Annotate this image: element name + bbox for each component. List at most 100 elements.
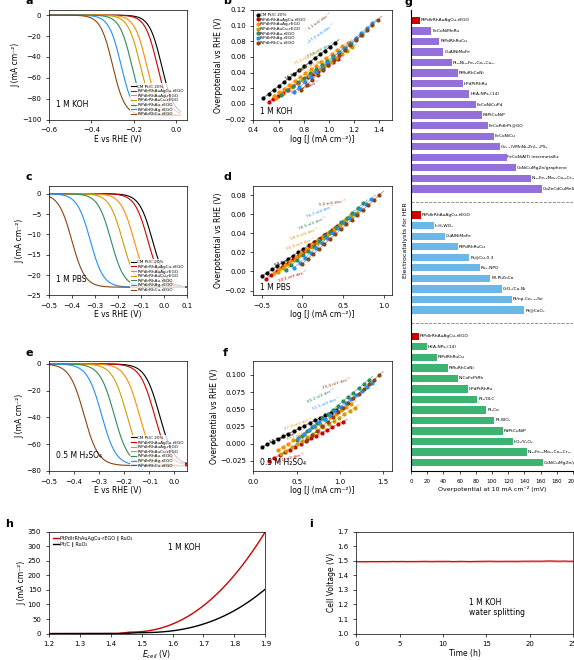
Point xyxy=(346,38,355,49)
Text: 80.2 mV dec⁻¹: 80.2 mV dec⁻¹ xyxy=(307,387,336,404)
Point xyxy=(310,422,319,432)
Point xyxy=(272,92,281,103)
Point xyxy=(315,63,324,74)
Point xyxy=(305,241,315,251)
Point xyxy=(334,48,343,58)
Bar xyxy=(411,90,470,98)
Point xyxy=(297,436,307,446)
Text: 58.4 mV dec⁻¹: 58.4 mV dec⁻¹ xyxy=(290,227,319,241)
Text: 77.5 mV dec⁻¹: 77.5 mV dec⁻¹ xyxy=(306,41,335,59)
Text: CoNiCuMgZn/graphene: CoNiCuMgZn/graphene xyxy=(544,461,574,465)
Point xyxy=(346,210,355,220)
Point xyxy=(356,30,366,40)
Text: 69.8 mV dec⁻¹: 69.8 mV dec⁻¹ xyxy=(274,253,303,267)
Point xyxy=(278,431,288,442)
Point xyxy=(305,425,314,436)
Point xyxy=(286,255,295,266)
Text: 33.1 mV dec⁻¹: 33.1 mV dec⁻¹ xyxy=(275,453,305,464)
Point xyxy=(328,422,337,432)
Point xyxy=(317,62,327,73)
Point xyxy=(294,82,304,92)
Point xyxy=(323,55,332,66)
Point xyxy=(307,242,316,252)
Point xyxy=(284,428,293,439)
Point xyxy=(326,407,335,418)
Text: CoZnCdCuMnS: CoZnCdCuMnS xyxy=(543,187,574,191)
Pt/C ∥ RuO₂ xyxy=(149,628,156,636)
Y-axis label: Electrocatalysts for HER: Electrocatalysts for HER xyxy=(404,203,408,279)
Point xyxy=(323,416,332,427)
Y-axis label: J (mA cm⁻²): J (mA cm⁻²) xyxy=(17,560,26,605)
Point xyxy=(297,248,306,258)
Text: Pt/np-Co₀.₅₅Se: Pt/np-Co₀.₅₅Se xyxy=(513,298,544,302)
Point xyxy=(346,38,355,48)
Bar xyxy=(411,296,512,303)
Point xyxy=(319,65,328,75)
Text: 9.4 mV dec⁻¹: 9.4 mV dec⁻¹ xyxy=(319,199,346,207)
Point xyxy=(278,442,288,452)
Y-axis label: Overpotential vs RHE (V): Overpotential vs RHE (V) xyxy=(214,17,223,113)
Point xyxy=(277,89,286,100)
Text: 25.4 mV dec⁻¹: 25.4 mV dec⁻¹ xyxy=(323,377,352,390)
Bar xyxy=(411,427,503,435)
Point xyxy=(325,409,335,420)
Point xyxy=(285,259,294,269)
Point xyxy=(342,46,351,56)
Bar xyxy=(411,69,458,77)
Point xyxy=(359,198,368,209)
Point xyxy=(282,446,291,456)
Point xyxy=(359,383,369,394)
Text: 44.1 mV dec⁻¹: 44.1 mV dec⁻¹ xyxy=(286,428,316,441)
Text: PtPdRhRuCu: PtPdRhRuCu xyxy=(459,245,486,249)
Legend: CM Pt/C 20%, PtPdIrRhAuAgCu-rEGO, PtPdIrRhAuAg-rEGO, PtPdIrRhAuCu-rEGO, PtPdIrRh: CM Pt/C 20%, PtPdIrRhAuAgCu-rEGO, PtPdIr… xyxy=(130,259,185,293)
Point xyxy=(310,53,319,63)
Point xyxy=(333,54,342,65)
Bar xyxy=(411,459,543,466)
Bar xyxy=(411,416,494,424)
Text: HEA-NPs-(14): HEA-NPs-(14) xyxy=(428,345,457,348)
Point xyxy=(320,60,329,71)
Point xyxy=(273,434,282,444)
Point xyxy=(327,225,336,236)
Point xyxy=(288,81,297,91)
Point xyxy=(353,203,362,213)
Point xyxy=(298,259,307,269)
Text: 50.1 mV dec⁻¹: 50.1 mV dec⁻¹ xyxy=(278,270,307,283)
Point xyxy=(274,81,284,91)
Point xyxy=(299,244,308,254)
Point xyxy=(303,432,312,443)
Point xyxy=(324,229,333,240)
Bar xyxy=(411,243,458,250)
Point xyxy=(320,239,329,249)
Point xyxy=(308,422,317,432)
Point xyxy=(342,213,351,223)
Point xyxy=(267,264,277,275)
Point xyxy=(315,417,324,428)
Text: 123.1 mV dec⁻¹: 123.1 mV dec⁻¹ xyxy=(304,12,332,34)
Point xyxy=(349,393,358,403)
Point xyxy=(341,214,350,225)
Text: FeCoNiCu: FeCoNiCu xyxy=(494,134,515,138)
Y-axis label: J (mA cm⁻²): J (mA cm⁻²) xyxy=(16,218,25,263)
Point xyxy=(294,249,303,260)
Text: Pt@CoOₓ: Pt@CoOₓ xyxy=(525,308,545,312)
Point xyxy=(297,84,306,95)
X-axis label: E vs RHE (V): E vs RHE (V) xyxy=(94,486,142,495)
Point xyxy=(287,259,296,270)
Pt/C ∥ RuO₂ xyxy=(174,626,181,634)
Point xyxy=(302,435,312,446)
Point xyxy=(312,67,321,78)
Text: PtRuRhCoNi: PtRuRhCoNi xyxy=(459,71,484,75)
Point xyxy=(280,83,289,94)
Point xyxy=(345,406,354,416)
Bar xyxy=(411,385,468,393)
Point xyxy=(323,233,332,244)
Text: FeCoPdIrPt@GO: FeCoPdIrPt@GO xyxy=(488,123,523,127)
Text: c: c xyxy=(25,172,32,182)
Point xyxy=(299,429,308,440)
Point xyxy=(367,20,377,30)
Text: 78.9 mV dec⁻¹: 78.9 mV dec⁻¹ xyxy=(285,62,313,81)
Point xyxy=(304,425,313,436)
Point xyxy=(347,398,356,409)
Point xyxy=(320,231,329,242)
